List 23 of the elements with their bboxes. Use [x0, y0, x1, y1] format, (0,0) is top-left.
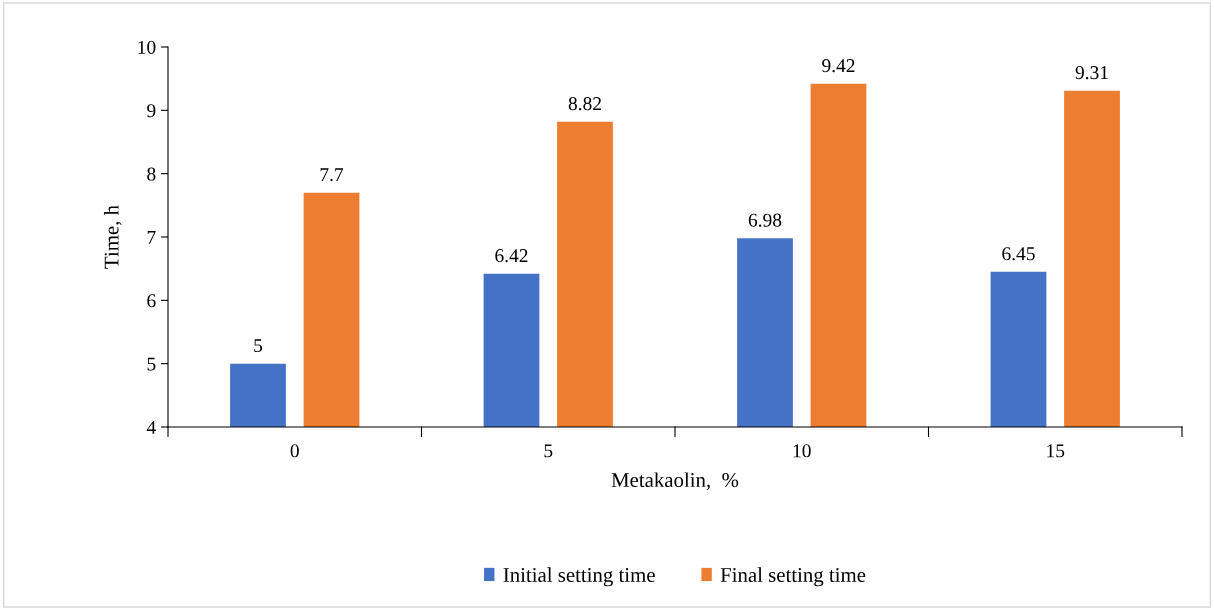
y-tick-label: 4: [146, 420, 156, 434]
x-tick-label: 10: [793, 444, 811, 458]
y-tick-label: 7: [147, 231, 156, 244]
data-label: 9.42: [822, 59, 855, 73]
y-axis-title: Time, h: [103, 205, 122, 269]
y-tick-label: 5: [147, 357, 156, 371]
legend-label: Initial setting time: [503, 567, 655, 587]
data-label: 7.7: [320, 168, 344, 182]
legend-label: Final setting time: [720, 567, 866, 587]
x-tick-label: 15: [1047, 444, 1065, 458]
data-label: 5: [254, 339, 263, 353]
data-label: 6.45: [1002, 247, 1035, 261]
data-label: 6.42: [495, 249, 528, 263]
x-axis-title: Metakaolin, %: [611, 472, 739, 491]
y-tick-label: 6: [147, 294, 156, 308]
data-label: 9.31: [1075, 66, 1108, 80]
y-tick-label: 8: [147, 167, 156, 181]
x-tick-label: 5: [544, 444, 553, 458]
data-label: 6.98: [748, 213, 782, 227]
data-label: 8.82: [568, 97, 601, 111]
y-tick-label: 9: [147, 104, 156, 118]
x-tick-label: 0: [290, 444, 299, 458]
y-tick-label: 10: [138, 40, 156, 54]
